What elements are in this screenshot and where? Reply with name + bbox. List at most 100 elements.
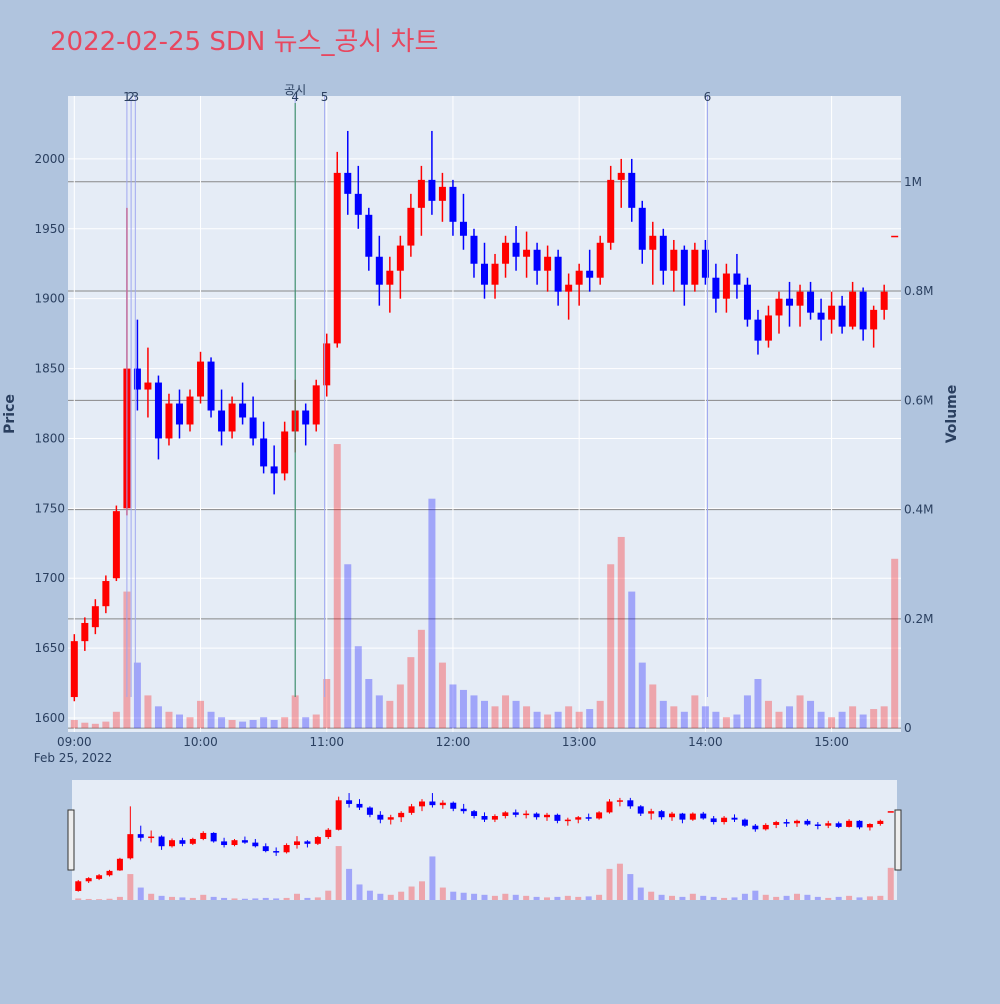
- slider-volume-bar: [116, 896, 123, 900]
- x-tick-label: 15:00: [814, 735, 849, 749]
- slider-body: [794, 820, 800, 824]
- candle-body: [712, 277, 720, 299]
- candle-body: [228, 403, 236, 432]
- candle-body: [365, 214, 373, 257]
- y-tick-label: 1700: [34, 571, 65, 585]
- slider-volume-bar: [335, 846, 342, 900]
- volume-bar: [333, 444, 341, 729]
- slider-body: [637, 806, 644, 814]
- slider-volume-bar: [606, 868, 613, 900]
- chart-title: 2022-02-25 SDN 뉴스_공시 차트: [50, 27, 438, 57]
- candle-body: [144, 382, 152, 390]
- slider-body: [314, 837, 321, 844]
- slider-body: [564, 819, 571, 822]
- candle-body: [533, 249, 541, 271]
- slider-body: [648, 811, 655, 814]
- x-tick-label: 10:00: [183, 735, 218, 749]
- slider-volume-bar: [429, 856, 436, 900]
- volume-bar: [764, 700, 772, 729]
- volume-bar: [638, 662, 646, 729]
- event-label: 6: [704, 90, 712, 104]
- candle-body: [891, 235, 899, 238]
- volume-bar: [417, 629, 425, 729]
- candle-body: [175, 403, 183, 425]
- candle-body: [438, 186, 446, 201]
- candle-body: [849, 291, 857, 327]
- volume-bar: [733, 714, 741, 729]
- candle-body: [870, 309, 878, 330]
- volume-bar: [554, 711, 562, 729]
- slider-volume-bar: [231, 898, 238, 900]
- candle-body: [638, 207, 646, 250]
- candle-body: [817, 312, 825, 320]
- slider-body: [346, 800, 353, 804]
- candle-body: [502, 242, 510, 264]
- candle-body: [470, 235, 478, 264]
- volume-bar: [175, 714, 183, 729]
- volume-bar: [649, 684, 657, 729]
- volume-bar: [323, 679, 331, 729]
- range-slider[interactable]: [72, 780, 897, 900]
- slider-body: [491, 816, 498, 820]
- slider-volume-bar: [512, 894, 519, 900]
- volume-bar: [722, 717, 730, 729]
- volume-bar: [712, 711, 720, 729]
- y-tick-label: 1800: [34, 431, 65, 445]
- volume-bar: [165, 711, 173, 729]
- slider-volume-bar: [481, 894, 488, 900]
- slider-body: [585, 817, 592, 819]
- slider-body: [689, 813, 696, 820]
- event-label: 1: [123, 90, 131, 104]
- slider-body: [200, 832, 207, 839]
- slider-volume-bar: [752, 890, 759, 900]
- volume-bar: [144, 695, 152, 729]
- x-tick-label: 12:00: [436, 735, 471, 749]
- slider-volume-bar: [169, 896, 175, 900]
- slider-volume-bar: [439, 887, 446, 900]
- candle-body: [81, 622, 89, 642]
- slider-body: [471, 811, 478, 817]
- slider-handle[interactable]: [67, 809, 75, 871]
- slider-body: [387, 817, 394, 820]
- candle-body: [796, 291, 804, 306]
- volume-bar: [438, 662, 446, 729]
- slider-volume-bar: [96, 899, 103, 900]
- candle-body: [607, 179, 615, 243]
- slider-body: [283, 845, 290, 853]
- disclosure-label: 공시: [284, 83, 306, 97]
- slider-volume-bar: [450, 891, 457, 900]
- slider-body: [294, 841, 300, 846]
- slider-volume-bar: [762, 894, 769, 900]
- slider-volume-bar: [502, 893, 509, 900]
- slider-volume-bar: [700, 895, 707, 900]
- volume-bar: [533, 711, 541, 729]
- volume-bar: [239, 721, 247, 729]
- slider-body: [669, 813, 675, 818]
- volume-bar: [544, 714, 552, 729]
- slider-volume-bar: [158, 895, 165, 900]
- volume-bar: [786, 706, 794, 729]
- slider-volume-bar: [616, 863, 623, 900]
- volume-bar: [386, 700, 394, 729]
- y-axis-label: Price: [2, 394, 18, 434]
- volume-bar: [680, 711, 688, 729]
- volume-bar: [838, 711, 846, 729]
- slider-body: [783, 822, 790, 824]
- slider-body: [429, 801, 436, 806]
- slider-body: [335, 800, 342, 830]
- slider-volume-bar: [721, 897, 728, 900]
- volume-bar: [807, 700, 815, 729]
- candle-body: [523, 249, 531, 257]
- volume-bar: [775, 711, 783, 729]
- slider-volume-bar: [846, 895, 853, 900]
- volume-bar: [849, 706, 857, 729]
- slider-body: [85, 878, 92, 882]
- volume-bar: [596, 700, 604, 729]
- volume-bar: [691, 695, 699, 729]
- candle-body: [512, 242, 520, 257]
- slider-body: [658, 811, 665, 818]
- volume-bar: [70, 719, 78, 729]
- volume-bar: [575, 711, 583, 729]
- slider-body: [731, 817, 738, 820]
- slider-handle[interactable]: [894, 809, 902, 871]
